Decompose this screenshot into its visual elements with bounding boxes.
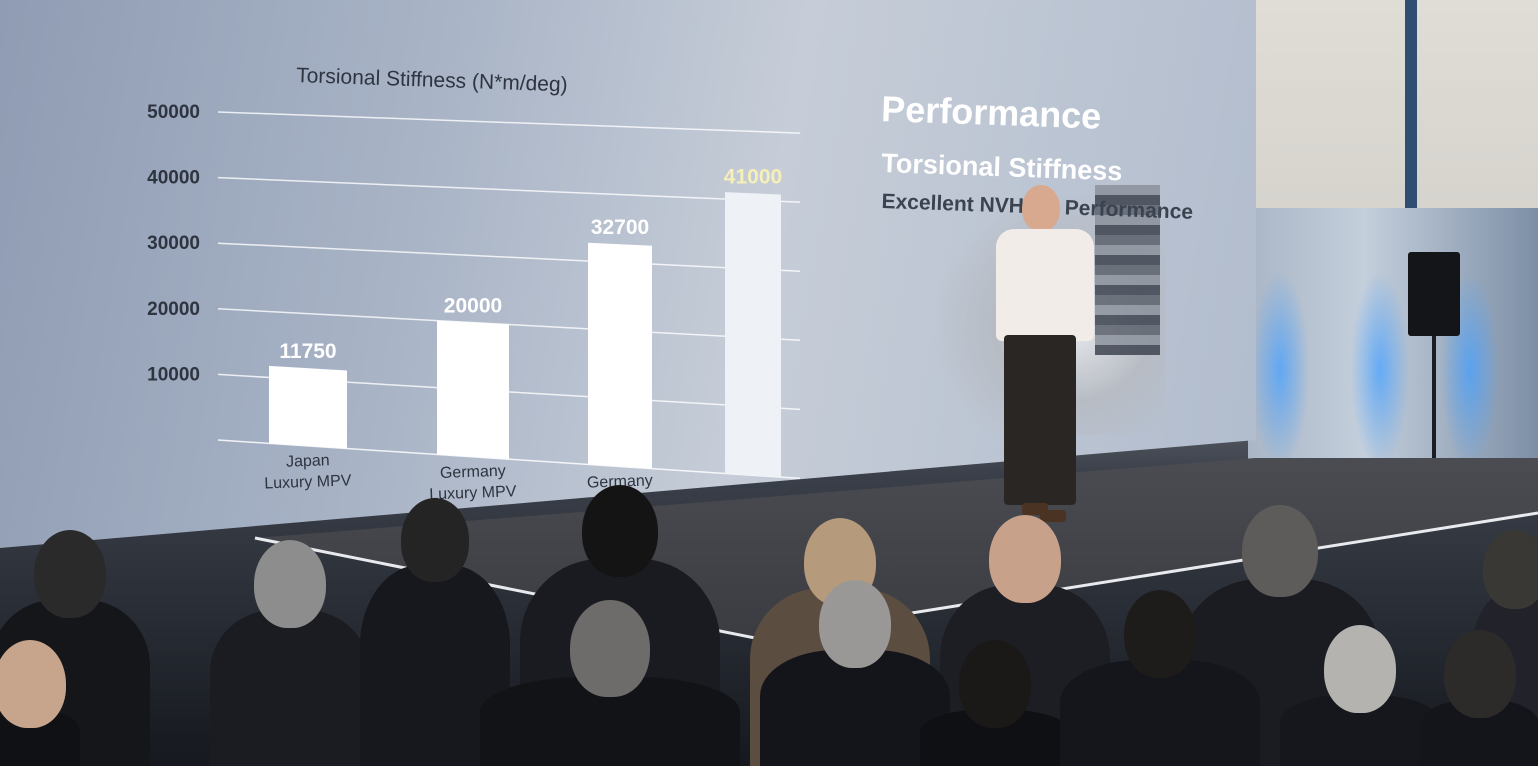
- gridline: [217, 242, 801, 272]
- audience-head: [1444, 630, 1516, 718]
- loudspeaker: [1408, 252, 1460, 336]
- audience-head: [989, 515, 1061, 603]
- gridline: [217, 111, 801, 134]
- stage-blue-light: [1350, 270, 1410, 470]
- presenter-shoe: [1040, 510, 1066, 522]
- y-tick-label: 50000: [147, 102, 200, 123]
- bar: [437, 320, 509, 460]
- audience-head: [400, 498, 470, 582]
- data-label: 20000: [444, 295, 502, 318]
- bar-chart: Torsional Stiffness (N*m/deg) 10000 20000 3…: [147, 64, 801, 512]
- pixelated-area: [1095, 185, 1160, 355]
- audience-head: [1242, 505, 1318, 598]
- audience-head: [0, 640, 66, 728]
- y-tick-label: 20000: [147, 299, 200, 320]
- presenter-head: [1022, 185, 1060, 231]
- gridline: [217, 176, 801, 203]
- audience-head: [570, 600, 650, 697]
- audience-head: [582, 485, 658, 578]
- audience-head: [34, 530, 106, 618]
- presenter-trousers: [1004, 335, 1076, 505]
- data-label: 32700: [591, 216, 649, 239]
- presenter: [990, 185, 1100, 530]
- audience-torso: [760, 650, 950, 766]
- loudspeaker-stand: [1432, 336, 1436, 476]
- chart-title: Torsional Stiffness (N*m/deg): [296, 64, 568, 96]
- x-category-label: Luxury MPV: [429, 483, 517, 503]
- slide-heading: Performance: [880, 88, 1102, 137]
- audience-torso: [210, 610, 370, 766]
- stage-blue-light: [1250, 270, 1310, 470]
- x-category-label: Luxury MPV: [264, 472, 352, 492]
- x-category-label: Japan: [286, 452, 330, 471]
- audience-head: [1124, 590, 1196, 678]
- bar: [588, 242, 652, 469]
- y-tick-label: 40000: [147, 168, 200, 189]
- audience-head: [1324, 625, 1396, 713]
- bar: [725, 192, 781, 478]
- audience-head: [959, 640, 1031, 728]
- x-category-label: Germany: [587, 472, 653, 491]
- audience-head: [254, 540, 326, 628]
- audience-head: [819, 580, 891, 668]
- y-tick-label: 10000: [147, 364, 200, 385]
- presenter-shirt: [996, 229, 1094, 341]
- steel-pillar: [1405, 0, 1417, 210]
- bar: [269, 365, 347, 449]
- audience-head: [1482, 530, 1538, 610]
- y-tick-label: 30000: [147, 233, 200, 254]
- data-label: 11750: [279, 340, 336, 363]
- data-label: 41000: [724, 165, 782, 188]
- x-category-label: Germany: [440, 463, 506, 482]
